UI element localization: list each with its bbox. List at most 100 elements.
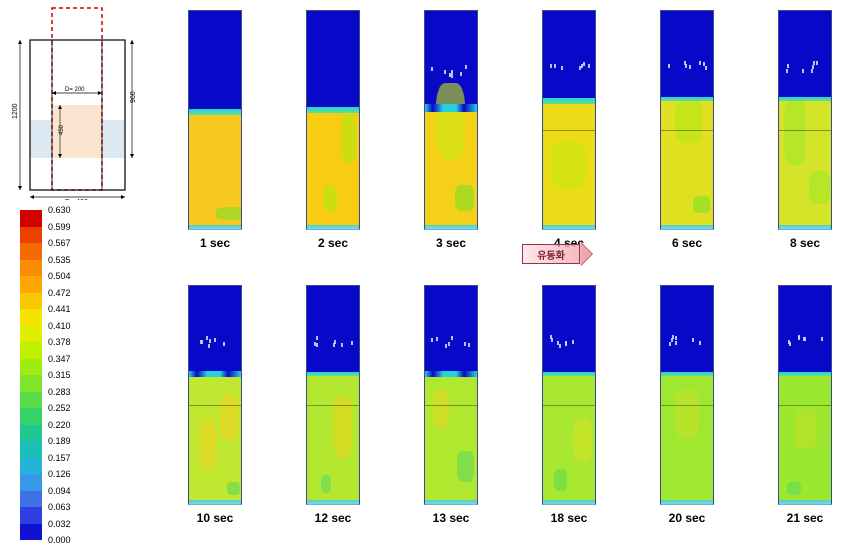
bubble-icon	[561, 66, 563, 70]
bubble-icon	[201, 340, 203, 344]
bubble-icon	[554, 64, 556, 68]
arrow-label: 유동화	[537, 247, 565, 262]
bubble-icon	[705, 66, 707, 70]
sim-inlet	[425, 500, 477, 504]
sim-density-patch	[784, 99, 806, 165]
sim-interface	[307, 107, 359, 113]
sim-density-patch	[675, 99, 702, 143]
bubble-icon	[341, 343, 343, 347]
sim-time-label: 12 sec	[315, 511, 352, 525]
colorbar-tick-label: 0.189	[48, 436, 71, 446]
sim-density-patch	[573, 418, 592, 462]
bubble-icon	[449, 73, 451, 77]
bubble-icon	[444, 70, 446, 74]
colorbar-tick-label: 0.535	[48, 255, 71, 265]
bubble-icon	[565, 341, 567, 345]
sim-density-patch	[200, 420, 216, 468]
arrow-body: 유동화	[522, 244, 580, 264]
sim-density-patch	[227, 482, 241, 495]
sim-inlet	[189, 500, 241, 504]
colorbar-segment	[20, 474, 42, 491]
schematic-diagram: D= 200 D= 400 1200 960 450	[10, 5, 140, 200]
bubble-icon	[334, 340, 336, 344]
bubble-icon	[572, 340, 574, 344]
bubble-icon	[314, 342, 316, 346]
sim-interface	[779, 97, 831, 101]
sim-interface	[661, 97, 713, 101]
bubble-icon	[675, 336, 677, 340]
svg-text:450: 450	[59, 124, 65, 135]
bubble-icon	[684, 61, 686, 65]
sim-time-label: 1 sec	[200, 236, 230, 250]
colorbar-tick-label: 0.567	[48, 238, 71, 248]
sim-time-label: 20 sec	[669, 511, 706, 525]
bubble-icon	[464, 342, 466, 346]
colorbar-segment	[20, 276, 42, 293]
bubble-icon	[451, 74, 453, 78]
sim-inlet	[307, 225, 359, 229]
bubble-icon	[431, 338, 433, 342]
colorbar: 0.6300.5990.5670.5350.5040.4720.4410.410…	[20, 205, 140, 550]
bubble-icon	[209, 339, 211, 343]
sim-inner-divider	[543, 405, 595, 406]
left-panel: D= 200 D= 400 1200 960 450 0.6300.5990.5…	[0, 0, 150, 556]
sim-density-patch	[436, 83, 466, 160]
sim-bubbles	[661, 59, 713, 71]
sim-inlet	[661, 225, 713, 229]
bubble-icon	[798, 336, 800, 340]
colorbar-segment	[20, 507, 42, 524]
bubble-icon	[581, 64, 583, 68]
sim-density-patch	[455, 185, 474, 211]
colorbar-tick-label: 0.094	[48, 486, 71, 496]
sim-density-patch	[809, 171, 831, 204]
bubble-icon	[675, 341, 677, 345]
sim-interface	[543, 372, 595, 376]
bubble-icon	[689, 65, 691, 69]
bubble-icon	[448, 342, 450, 346]
svg-text:960: 960	[130, 91, 137, 103]
sim-density-patch	[323, 185, 337, 211]
bubble-icon	[671, 338, 673, 342]
svg-text:D= 200: D= 200	[65, 87, 85, 93]
colorbar-tick-label: 0.441	[48, 304, 71, 314]
outer-width-label: D= 400	[65, 199, 88, 200]
bubble-icon	[583, 62, 585, 66]
bubble-icon	[816, 61, 818, 65]
sim-cell: 2 sec	[278, 10, 388, 250]
sim-inlet	[189, 225, 241, 229]
bubble-icon	[692, 338, 694, 342]
bubble-icon	[468, 343, 470, 347]
bubble-icon	[812, 65, 814, 69]
sim-cell: 8 sec	[750, 10, 860, 250]
bubble-icon	[445, 344, 447, 348]
sim-column	[188, 10, 242, 230]
sim-interface	[543, 98, 595, 104]
sim-density-patch	[216, 207, 242, 220]
schematic-svg: D= 200 D= 400 1200 960 450	[10, 5, 140, 200]
sim-inner-divider	[425, 405, 477, 406]
colorbar-segment	[20, 408, 42, 425]
colorbar-tick-label: 0.472	[48, 288, 71, 298]
sim-cell: 10 sec	[160, 285, 270, 525]
bubble-icon	[223, 342, 225, 346]
bubble-icon	[316, 343, 318, 347]
colorbar-segment	[20, 458, 42, 475]
bubble-icon	[699, 61, 701, 65]
sim-density-patch	[342, 114, 356, 162]
sim-inlet	[307, 500, 359, 504]
sim-cell: 18 sec	[514, 285, 624, 525]
sim-column	[778, 285, 832, 505]
bubble-icon	[703, 62, 705, 66]
sim-bubbles	[779, 59, 831, 71]
colorbar-segment	[20, 210, 42, 227]
colorbar-segment	[20, 491, 42, 508]
sim-inlet	[543, 500, 595, 504]
sim-column	[306, 285, 360, 505]
sim-column	[778, 10, 832, 230]
sim-time-label: 6 sec	[672, 236, 702, 250]
colorbar-segment	[20, 359, 42, 376]
colorbar-segment	[20, 309, 42, 326]
colorbar-tick-label: 0.032	[48, 519, 71, 529]
colorbar-tick-label: 0.630	[48, 205, 71, 215]
bubble-icon	[208, 344, 210, 348]
